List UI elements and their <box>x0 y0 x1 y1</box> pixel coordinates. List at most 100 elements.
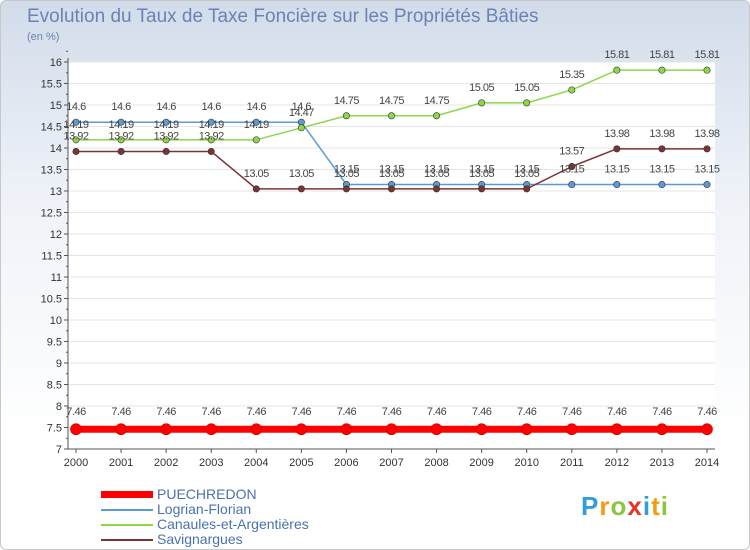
data-point <box>520 423 533 436</box>
data-point <box>385 423 398 436</box>
y-tick-label: 12.5 <box>41 208 62 220</box>
data-point <box>478 185 486 193</box>
data-point <box>252 118 260 126</box>
data-label: 7.46 <box>202 406 222 418</box>
data-point <box>162 118 170 126</box>
x-tick-label: 2013 <box>650 457 674 469</box>
data-point <box>207 136 215 144</box>
x-tick-label: 2012 <box>605 457 629 469</box>
y-tick-label: 10 <box>50 315 62 327</box>
data-label: 13.98 <box>694 128 719 140</box>
y-tick-label: 13 <box>50 186 62 198</box>
data-point <box>701 423 713 436</box>
y-tick-label: 12 <box>50 229 62 241</box>
data-point <box>117 147 125 155</box>
data-label: 14.6 <box>111 101 131 113</box>
data-point <box>342 185 350 193</box>
data-point <box>478 99 486 107</box>
data-label: 7.46 <box>156 406 176 418</box>
data-label: 7.46 <box>247 406 267 418</box>
data-label: 13.92 <box>63 130 88 142</box>
data-label: 7.46 <box>562 406 582 418</box>
data-label: 13.92 <box>109 130 134 142</box>
data-label: 7.46 <box>472 406 492 418</box>
data-label: 13.15 <box>649 164 674 176</box>
chart-title: Evolution du Taux de Taxe Foncière sur l… <box>27 6 539 27</box>
data-label: 7.46 <box>427 406 447 418</box>
data-point <box>656 423 668 436</box>
logo-letter: o <box>610 491 628 521</box>
data-label: 13.05 <box>514 168 539 180</box>
data-label: 13.15 <box>604 164 629 176</box>
y-tick-label: 8 <box>56 401 62 413</box>
logo-letter: P <box>581 491 600 521</box>
data-point <box>70 423 82 436</box>
data-point <box>207 147 215 155</box>
legend-label: Logrian-Florian <box>157 501 252 517</box>
data-label: 14.6 <box>247 101 267 113</box>
data-label: 14.75 <box>379 95 404 107</box>
data-label: 7.46 <box>517 406 537 418</box>
y-tick-label: 14.5 <box>41 122 62 134</box>
data-label: 13.05 <box>334 168 359 180</box>
data-label: 15.05 <box>514 82 539 94</box>
logo-letter: x <box>627 491 643 521</box>
x-tick-label: 2006 <box>334 457 358 469</box>
y-axis-unit-label: (en %) <box>27 31 60 43</box>
data-point <box>523 185 531 193</box>
y-tick-label: 11.5 <box>41 251 62 263</box>
data-label: 14.6 <box>292 101 312 113</box>
data-label: 13.98 <box>649 128 674 140</box>
data-point <box>568 162 576 170</box>
data-label: 13.57 <box>559 145 584 157</box>
data-label: 7.46 <box>66 406 86 418</box>
data-label: 7.46 <box>652 406 672 418</box>
x-tick-label: 2009 <box>469 457 493 469</box>
data-point <box>252 185 260 193</box>
data-label: 13.05 <box>379 168 404 180</box>
data-label: 7.46 <box>292 406 312 418</box>
data-point <box>613 145 621 153</box>
data-label: 15.81 <box>694 49 719 61</box>
data-point <box>613 66 621 74</box>
data-label: 13.05 <box>244 168 269 180</box>
data-point <box>658 66 666 74</box>
data-label: 15.81 <box>604 49 629 61</box>
data-point <box>703 181 711 189</box>
data-point <box>205 423 218 436</box>
legend-swatch <box>101 509 153 511</box>
data-point <box>658 145 666 153</box>
data-point <box>207 118 215 126</box>
logo-letter: t <box>651 491 661 521</box>
data-point <box>117 118 125 126</box>
data-label: 13.15 <box>379 164 404 176</box>
data-point <box>295 423 308 436</box>
data-label: 14.19 <box>63 119 88 131</box>
x-tick-label: 2002 <box>154 457 178 469</box>
data-point <box>430 423 443 436</box>
data-point <box>340 423 353 436</box>
y-tick-label: 7.5 <box>47 423 62 435</box>
data-point <box>658 181 666 189</box>
data-label: 13.15 <box>694 164 719 176</box>
logo-letter: i <box>660 491 669 521</box>
data-label: 13.15 <box>559 164 584 176</box>
data-label: 7.46 <box>697 406 717 418</box>
x-tick-label: 2008 <box>424 457 448 469</box>
data-point <box>475 423 488 436</box>
data-label: 7.46 <box>337 406 357 418</box>
data-point <box>523 99 531 107</box>
data-point <box>72 118 80 126</box>
legend-swatch <box>101 491 153 498</box>
x-tick-label: 2000 <box>64 457 88 469</box>
data-point <box>72 136 80 144</box>
data-label: 15.05 <box>469 82 494 94</box>
logo-letter: i <box>642 491 652 521</box>
y-tick-label: 13.5 <box>41 165 62 177</box>
data-point <box>565 423 578 436</box>
legend-label: Canaules-et-Argentières <box>157 516 309 532</box>
data-point <box>297 185 305 193</box>
data-point <box>568 181 576 189</box>
logo-letter: r <box>599 491 611 521</box>
